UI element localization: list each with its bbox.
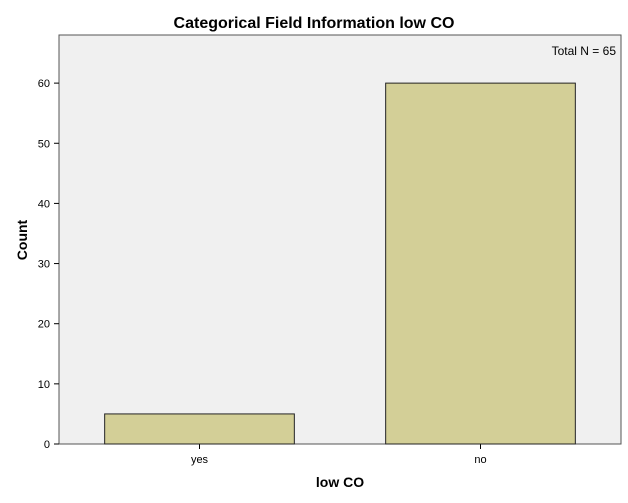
- y-tick-label: 20: [38, 319, 50, 331]
- x-axis: yes no: [191, 444, 487, 466]
- y-tick-label: 0: [44, 439, 50, 451]
- y-tick-label: 40: [38, 198, 50, 210]
- y-axis: 0 10 20 30 40 50 60: [38, 78, 59, 451]
- total-n-annotation: Total N = 65: [552, 44, 617, 58]
- y-tick-label: 60: [38, 78, 50, 90]
- y-tick-label: 50: [38, 138, 50, 150]
- x-tick-label-no: no: [474, 454, 486, 466]
- bars: [104, 82, 576, 445]
- bar-yes: [104, 413, 295, 445]
- x-tick-label-yes: yes: [191, 454, 209, 466]
- bar-no: [385, 82, 576, 445]
- y-tick-label: 30: [38, 259, 50, 271]
- y-tick-label: 10: [38, 379, 50, 391]
- y-axis-title: Count: [14, 219, 30, 260]
- chart-title: Categorical Field Information low CO: [174, 15, 455, 32]
- x-axis-title: low CO: [316, 474, 364, 490]
